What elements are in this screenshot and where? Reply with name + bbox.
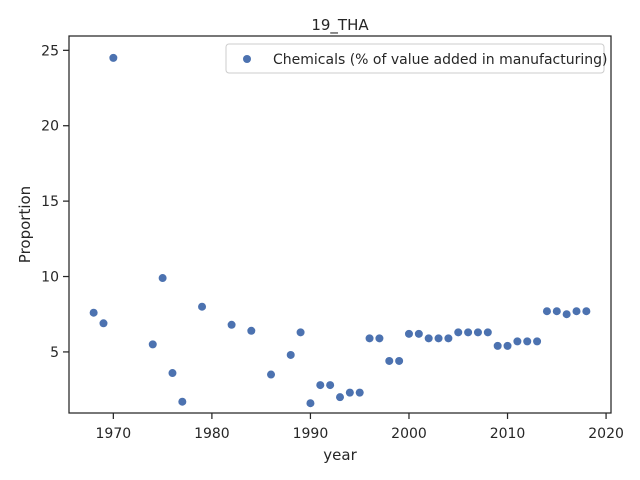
y-axis-ticks: 5 10 15 20 25: [41, 43, 69, 361]
data-point: [296, 328, 305, 337]
y-tick-label: 5: [50, 345, 59, 361]
legend-marker: [243, 55, 251, 63]
x-tick-label: 2010: [490, 426, 526, 442]
data-point: [542, 307, 551, 316]
data-point: [158, 274, 167, 283]
data-point: [267, 370, 276, 379]
x-tick-label: 2000: [391, 426, 427, 442]
data-point: [562, 310, 571, 319]
data-point: [444, 334, 453, 343]
data-point: [464, 328, 473, 337]
y-tick-label: 15: [41, 194, 59, 210]
data-point: [572, 307, 581, 316]
data-point: [168, 369, 177, 378]
data-point: [99, 319, 108, 328]
data-point: [345, 388, 354, 397]
data-point: [493, 341, 502, 350]
x-axis-label: year: [323, 446, 357, 464]
data-point: [582, 307, 591, 316]
data-point: [306, 399, 315, 408]
data-point: [503, 341, 512, 350]
x-tick-label: 1970: [96, 426, 132, 442]
legend: Chemicals (% of value added in manufactu…: [225, 43, 607, 74]
data-point: [523, 337, 532, 346]
data-point: [247, 326, 256, 335]
data-point: [336, 393, 344, 402]
data-point: [414, 329, 423, 338]
data-point: [198, 302, 207, 311]
x-axis-ticks: 1970 1980 1990 2000 2010 2020: [96, 413, 624, 442]
y-tick-label: 25: [41, 43, 59, 59]
data-point: [326, 381, 335, 390]
y-axis-label: Proportion: [16, 186, 34, 263]
x-tick-label: 2020: [588, 426, 624, 442]
data-point: [395, 356, 404, 365]
data-point: [375, 334, 384, 343]
data-point: [533, 337, 542, 346]
y-tick-label: 20: [41, 119, 59, 135]
data-point: [227, 320, 236, 329]
data-point: [434, 334, 443, 343]
data-point: [89, 308, 98, 317]
legend-box: [225, 43, 605, 74]
data-point: [483, 328, 492, 337]
legend-label: Chemicals (% of value added in manufactu…: [273, 52, 607, 68]
data-point: [109, 53, 118, 62]
data-point: [316, 381, 325, 390]
data-point: [385, 356, 394, 365]
data-point: [286, 350, 295, 359]
data-point: [148, 340, 157, 349]
x-tick-label: 1980: [194, 426, 230, 442]
chart-title: 19_THA: [311, 16, 369, 35]
y-tick-label: 10: [41, 270, 59, 286]
data-point: [404, 329, 413, 338]
data-point: [424, 334, 433, 343]
data-point: [552, 307, 561, 316]
x-tick-label: 1990: [293, 426, 329, 442]
data-point: [454, 328, 463, 337]
plot-frame: [68, 35, 612, 414]
data-point: [355, 388, 364, 397]
data-point: [513, 337, 522, 346]
data-points: [89, 53, 591, 408]
data-point: [365, 334, 374, 343]
data-point: [178, 397, 187, 406]
data-point: [473, 328, 482, 337]
